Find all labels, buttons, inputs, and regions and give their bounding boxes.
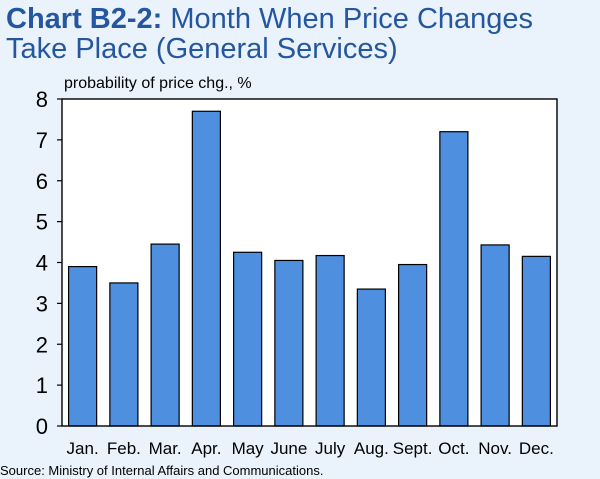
chart-title-line1: Month When Price Changes (162, 3, 534, 35)
y-tick-label: 3 (36, 291, 48, 316)
x-tick-label: June (270, 439, 307, 458)
bar (274, 259, 304, 427)
bar (315, 254, 345, 427)
y-tick-label: 5 (36, 210, 48, 235)
chart-title-prefix: Chart B2-2: (6, 3, 163, 35)
y-tick-label: 7 (36, 128, 48, 153)
x-tick-label: Dec. (519, 439, 554, 458)
bar (109, 282, 139, 427)
x-tick-label: Feb. (107, 439, 141, 458)
y-tick-label: 8 (36, 87, 48, 112)
y-tick-label: 1 (36, 373, 48, 398)
x-tick-label: Oct. (438, 439, 469, 458)
y-tick-label: 2 (36, 332, 48, 357)
bar (439, 131, 469, 427)
x-tick-label: Mar. (149, 439, 182, 458)
x-tick-label: July (315, 439, 346, 458)
plot-frame (61, 98, 558, 427)
bar (191, 110, 222, 427)
x-tick-label: Aug. (354, 439, 389, 458)
y-tick-label: 4 (36, 251, 48, 276)
x-tick-label: May (232, 439, 265, 458)
bar (480, 244, 510, 427)
chart-title: Chart B2-2: Month When Price Changes Tak… (6, 4, 596, 64)
x-tick-label: Nov. (478, 439, 512, 458)
chart-title-line2: Take Place (General Services) (6, 33, 398, 65)
bar (521, 255, 551, 427)
plot-area (62, 99, 557, 426)
bar (150, 243, 180, 427)
y-tick-label: 6 (36, 169, 48, 194)
bar (398, 263, 428, 427)
bar (356, 288, 387, 427)
bar (233, 251, 263, 427)
y-axis-label: probability of price chg., % (64, 75, 252, 92)
source-note: Source: Ministry of Internal Affairs and… (0, 463, 324, 478)
x-tick-label: Jan. (67, 439, 99, 458)
y-tick-label: 0 (36, 414, 48, 439)
x-tick-label: Sept. (393, 439, 433, 458)
bar (67, 265, 98, 427)
x-tick-label: Apr. (191, 439, 221, 458)
